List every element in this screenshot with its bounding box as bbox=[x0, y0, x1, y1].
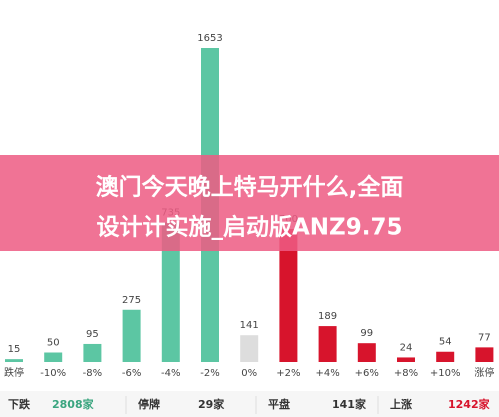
value-label: 99 bbox=[360, 328, 373, 339]
summary-bar bbox=[0, 391, 499, 417]
x-tick-label: +4% bbox=[315, 368, 339, 379]
x-tick-label: +8% bbox=[394, 368, 418, 379]
value-label: 77 bbox=[478, 332, 491, 343]
summary: 下跌 2808家 停牌 29家 平盘 141家 上涨 1242家 bbox=[8, 396, 491, 414]
x-tick-label: +6% bbox=[355, 368, 379, 379]
bar bbox=[44, 352, 63, 362]
x-tick-label: -4% bbox=[161, 368, 180, 379]
summary-value: 2808家 bbox=[52, 397, 95, 411]
x-tick-label: -2% bbox=[200, 368, 219, 379]
bar bbox=[397, 357, 415, 362]
value-label: 275 bbox=[122, 295, 141, 306]
overlay-banner bbox=[0, 155, 499, 251]
value-label: 141 bbox=[240, 320, 259, 331]
bar bbox=[475, 347, 494, 362]
overlay-title: 设计计实施_启动版ANZ9.75 bbox=[97, 214, 403, 241]
bar bbox=[83, 343, 102, 362]
x-tick-label: 涨停 bbox=[474, 366, 494, 379]
bar bbox=[279, 229, 298, 362]
summary-label: 停牌 bbox=[138, 397, 160, 411]
bar bbox=[161, 222, 180, 362]
x-tick-label: +10% bbox=[430, 368, 461, 379]
summary-value: 141家 bbox=[332, 397, 367, 411]
value-label: 189 bbox=[318, 311, 337, 322]
bar bbox=[357, 343, 376, 362]
summary-value: 1242家 bbox=[448, 397, 491, 411]
value-label: 24 bbox=[400, 342, 413, 353]
bar bbox=[318, 326, 337, 362]
overlay-title: 澳门今天晚上特马开什么,全面 bbox=[96, 174, 404, 201]
bar bbox=[5, 359, 23, 362]
x-tick-label: 0% bbox=[241, 368, 257, 379]
x-tick-label: -6% bbox=[122, 368, 141, 379]
value-label: 95 bbox=[86, 329, 99, 340]
summary-value: 29家 bbox=[198, 397, 225, 411]
x-tick-label: -10% bbox=[40, 368, 66, 379]
summary-label: 下跌 bbox=[8, 397, 31, 411]
x-tick-label: 跌停 bbox=[4, 366, 24, 379]
value-label: 54 bbox=[439, 337, 452, 348]
value-label: 50 bbox=[47, 338, 60, 349]
summary-label: 上涨 bbox=[390, 397, 412, 411]
bar bbox=[122, 309, 141, 362]
value-label: 15 bbox=[8, 344, 21, 355]
value-label: 1653 bbox=[197, 33, 222, 44]
summary-label: 平盘 bbox=[268, 397, 290, 411]
bar bbox=[436, 351, 455, 362]
x-tick-label: -8% bbox=[83, 368, 102, 379]
bar bbox=[240, 335, 259, 362]
x-tick-label: +2% bbox=[276, 368, 300, 379]
